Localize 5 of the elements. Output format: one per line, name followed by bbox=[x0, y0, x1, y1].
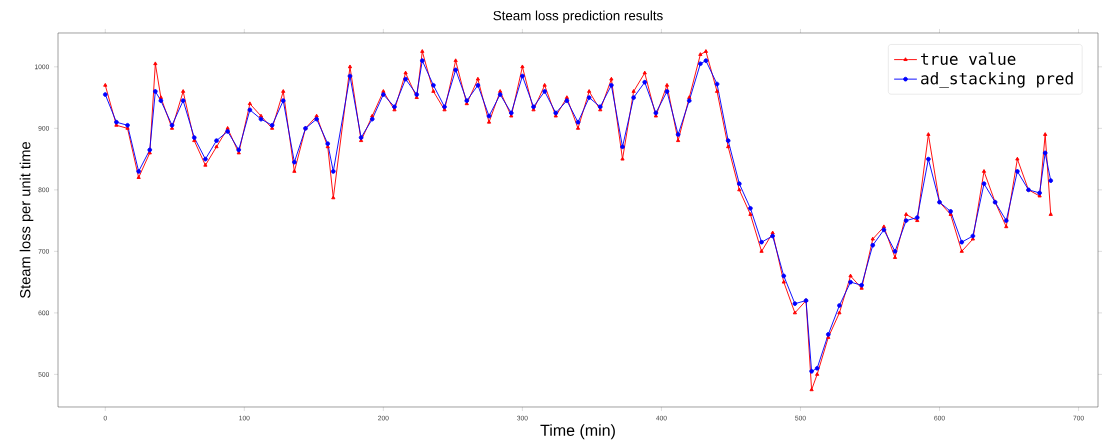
x-axis-title: Time (min) bbox=[540, 424, 615, 440]
y-axis-title: Steam loss per unit time bbox=[19, 142, 34, 298]
legend-label: ad_stacking pred bbox=[921, 72, 1073, 88]
legend-label: true value bbox=[921, 52, 1016, 65]
chart-title: Steam loss prediction results bbox=[493, 10, 663, 23]
